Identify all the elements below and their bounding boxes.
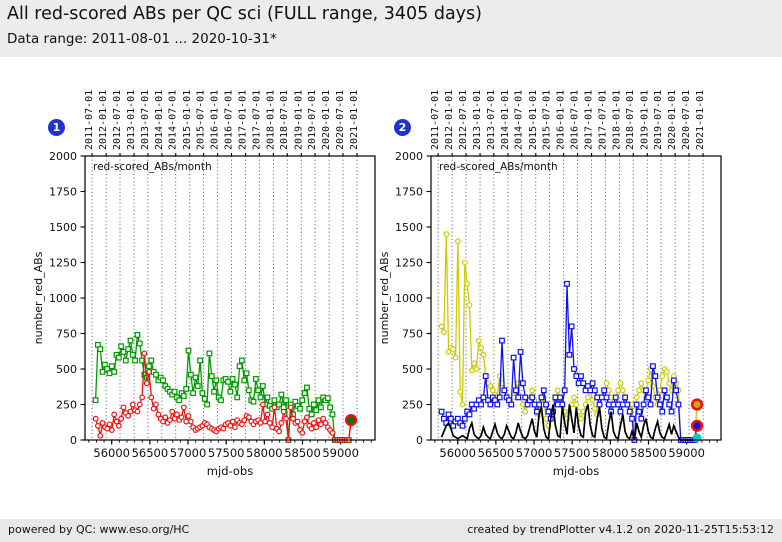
plot-2-series-black: [440, 404, 698, 441]
date-tick-label: 2012-07-01: [112, 90, 123, 150]
x-tick-label: 59000: [668, 446, 705, 460]
y-tick-label: 1000: [49, 292, 77, 305]
x-tick-label: 58000: [592, 446, 629, 460]
date-tick-label: 2017-01-01: [584, 90, 595, 150]
x-tick-label: 56000: [439, 446, 476, 460]
plot-1-canvas[interactable]: 2011-07-01 2012-01-01 2012-07-01 2013-01-01…: [30, 73, 382, 485]
plot-2-canvas[interactable]: 2011-07-01 2012-01-01 2012-07-01 2013-01-01…: [376, 73, 728, 485]
y-axis-title: number_red_ABs: [378, 251, 391, 344]
date-tick-label: 2016-01-01: [210, 90, 221, 150]
footer-powered-by-link[interactable]: powered by QC: www.eso.org/HC: [8, 523, 190, 536]
y-tick-label: 1500: [395, 221, 423, 234]
plot-border: [84, 155, 376, 441]
plot-1-series-red: [92, 350, 354, 443]
y-tick-label: 2000: [395, 150, 423, 163]
date-tick-label: 2012-01-01: [98, 90, 109, 150]
date-tick-label: 2016-07-01: [224, 90, 235, 150]
y-tick-label: 1500: [49, 221, 77, 234]
plot-legend-label: red-scored_ABs/month: [93, 161, 212, 173]
y-tick-label: 0: [70, 434, 77, 447]
y-tick-label: 1750: [395, 185, 423, 198]
latest-value-marker: [344, 414, 358, 427]
x-axis-title: mjd-obs: [553, 464, 599, 478]
date-tick-label: 2018-07-01: [625, 90, 636, 150]
y-tick-label: 750: [56, 327, 77, 340]
plot-2-badge: 2: [394, 119, 411, 136]
date-tick-label: 2014-07-01: [168, 90, 179, 150]
x-tick-label: 57500: [554, 446, 591, 460]
date-tick-label: 2018-01-01: [611, 90, 622, 150]
date-tick-label: 2015-07-01: [542, 90, 553, 150]
date-tick-label: 2020-01-01: [667, 90, 678, 150]
date-tick-label: 2015-01-01: [528, 90, 539, 150]
date-tick-label: 2015-01-01: [182, 90, 193, 150]
y-tick-label: 2000: [49, 150, 77, 163]
latest-value-marker: [690, 398, 704, 411]
date-tick-label: 2013-07-01: [486, 90, 497, 150]
date-tick-label: 2018-07-01: [279, 90, 290, 150]
y-tick-label: 1250: [49, 256, 77, 269]
date-tick-label: 2020-07-01: [681, 90, 692, 150]
date-tick-label: 2016-07-01: [570, 90, 581, 150]
date-tick-label: 2014-01-01: [500, 90, 511, 150]
plot-1-badge: 1: [48, 119, 65, 136]
date-tick-label: 2014-01-01: [154, 90, 165, 150]
x-tick-label: 58500: [284, 446, 321, 460]
latest-value-marker: [690, 419, 704, 432]
y-axis-title: number_red_ABs: [32, 251, 45, 344]
date-tick-label: 2013-01-01: [472, 90, 483, 150]
date-tick-label: 2021-01-01: [349, 90, 360, 150]
date-tick-label: 2017-01-01: [238, 90, 249, 150]
x-tick-label: 59000: [322, 446, 359, 460]
date-tick-label: 2016-01-01: [556, 90, 567, 150]
date-tick-label: 2019-01-01: [293, 90, 304, 150]
page-subtitle: Data range: 2011-08-01 ... 2020-10-31*: [7, 31, 277, 47]
date-tick-label: 2017-07-01: [597, 90, 608, 150]
date-tick-label: 2012-01-01: [444, 90, 455, 150]
x-tick-label: 56000: [93, 446, 130, 460]
x-tick-label: 58500: [630, 446, 667, 460]
x-tick-label: 57000: [170, 446, 207, 460]
x-tick-label: 58000: [246, 446, 283, 460]
y-tick-label: 1250: [395, 256, 423, 269]
footer-created-by: created by trendPlotter v4.1.2 on 2020-1…: [467, 523, 774, 536]
y-tick-label: 250: [56, 398, 77, 411]
date-tick-label: 2018-01-01: [265, 90, 276, 150]
x-tick-label: 56500: [478, 446, 515, 460]
date-tick-label: 2021-01-01: [695, 90, 706, 150]
y-tick-label: 1750: [49, 185, 77, 198]
footer: powered by QC: www.eso.org/HC created by…: [0, 519, 782, 542]
x-tick-label: 56500: [132, 446, 169, 460]
plot-border: [430, 155, 722, 441]
y-tick-label: 1000: [395, 292, 423, 305]
y-tick-label: 750: [402, 327, 423, 340]
date-tick-label: 2013-01-01: [126, 90, 137, 150]
y-tick-label: 250: [402, 398, 423, 411]
date-tick-label: 2019-07-01: [307, 90, 318, 150]
date-tick-label: 2020-01-01: [321, 90, 332, 150]
date-tick-label: 2020-07-01: [335, 90, 346, 150]
y-tick-label: 500: [402, 363, 423, 376]
date-tick-label: 2014-07-01: [514, 90, 525, 150]
date-tick-label: 2012-07-01: [458, 90, 469, 150]
date-tick-label: 2019-07-01: [653, 90, 664, 150]
x-axis-title: mjd-obs: [207, 464, 253, 478]
y-tick-label: 0: [416, 434, 423, 447]
page-title: All red-scored ABs per QC sci (FULL rang…: [7, 4, 482, 24]
date-tick-label: 2011-07-01: [84, 90, 95, 150]
y-tick-label: 500: [56, 363, 77, 376]
plot-background: [85, 156, 375, 440]
x-tick-label: 57000: [516, 446, 553, 460]
date-tick-label: 2017-07-01: [251, 90, 262, 150]
date-tick-label: 2013-07-01: [140, 90, 151, 150]
date-tick-label: 2011-07-01: [430, 90, 441, 150]
plot-legend-label: red-scored_ABs/month: [439, 161, 558, 173]
x-tick-label: 57500: [208, 446, 245, 460]
date-tick-label: 2019-01-01: [639, 90, 650, 150]
header: All red-scored ABs per QC sci (FULL rang…: [0, 0, 782, 57]
date-tick-label: 2015-07-01: [196, 90, 207, 150]
